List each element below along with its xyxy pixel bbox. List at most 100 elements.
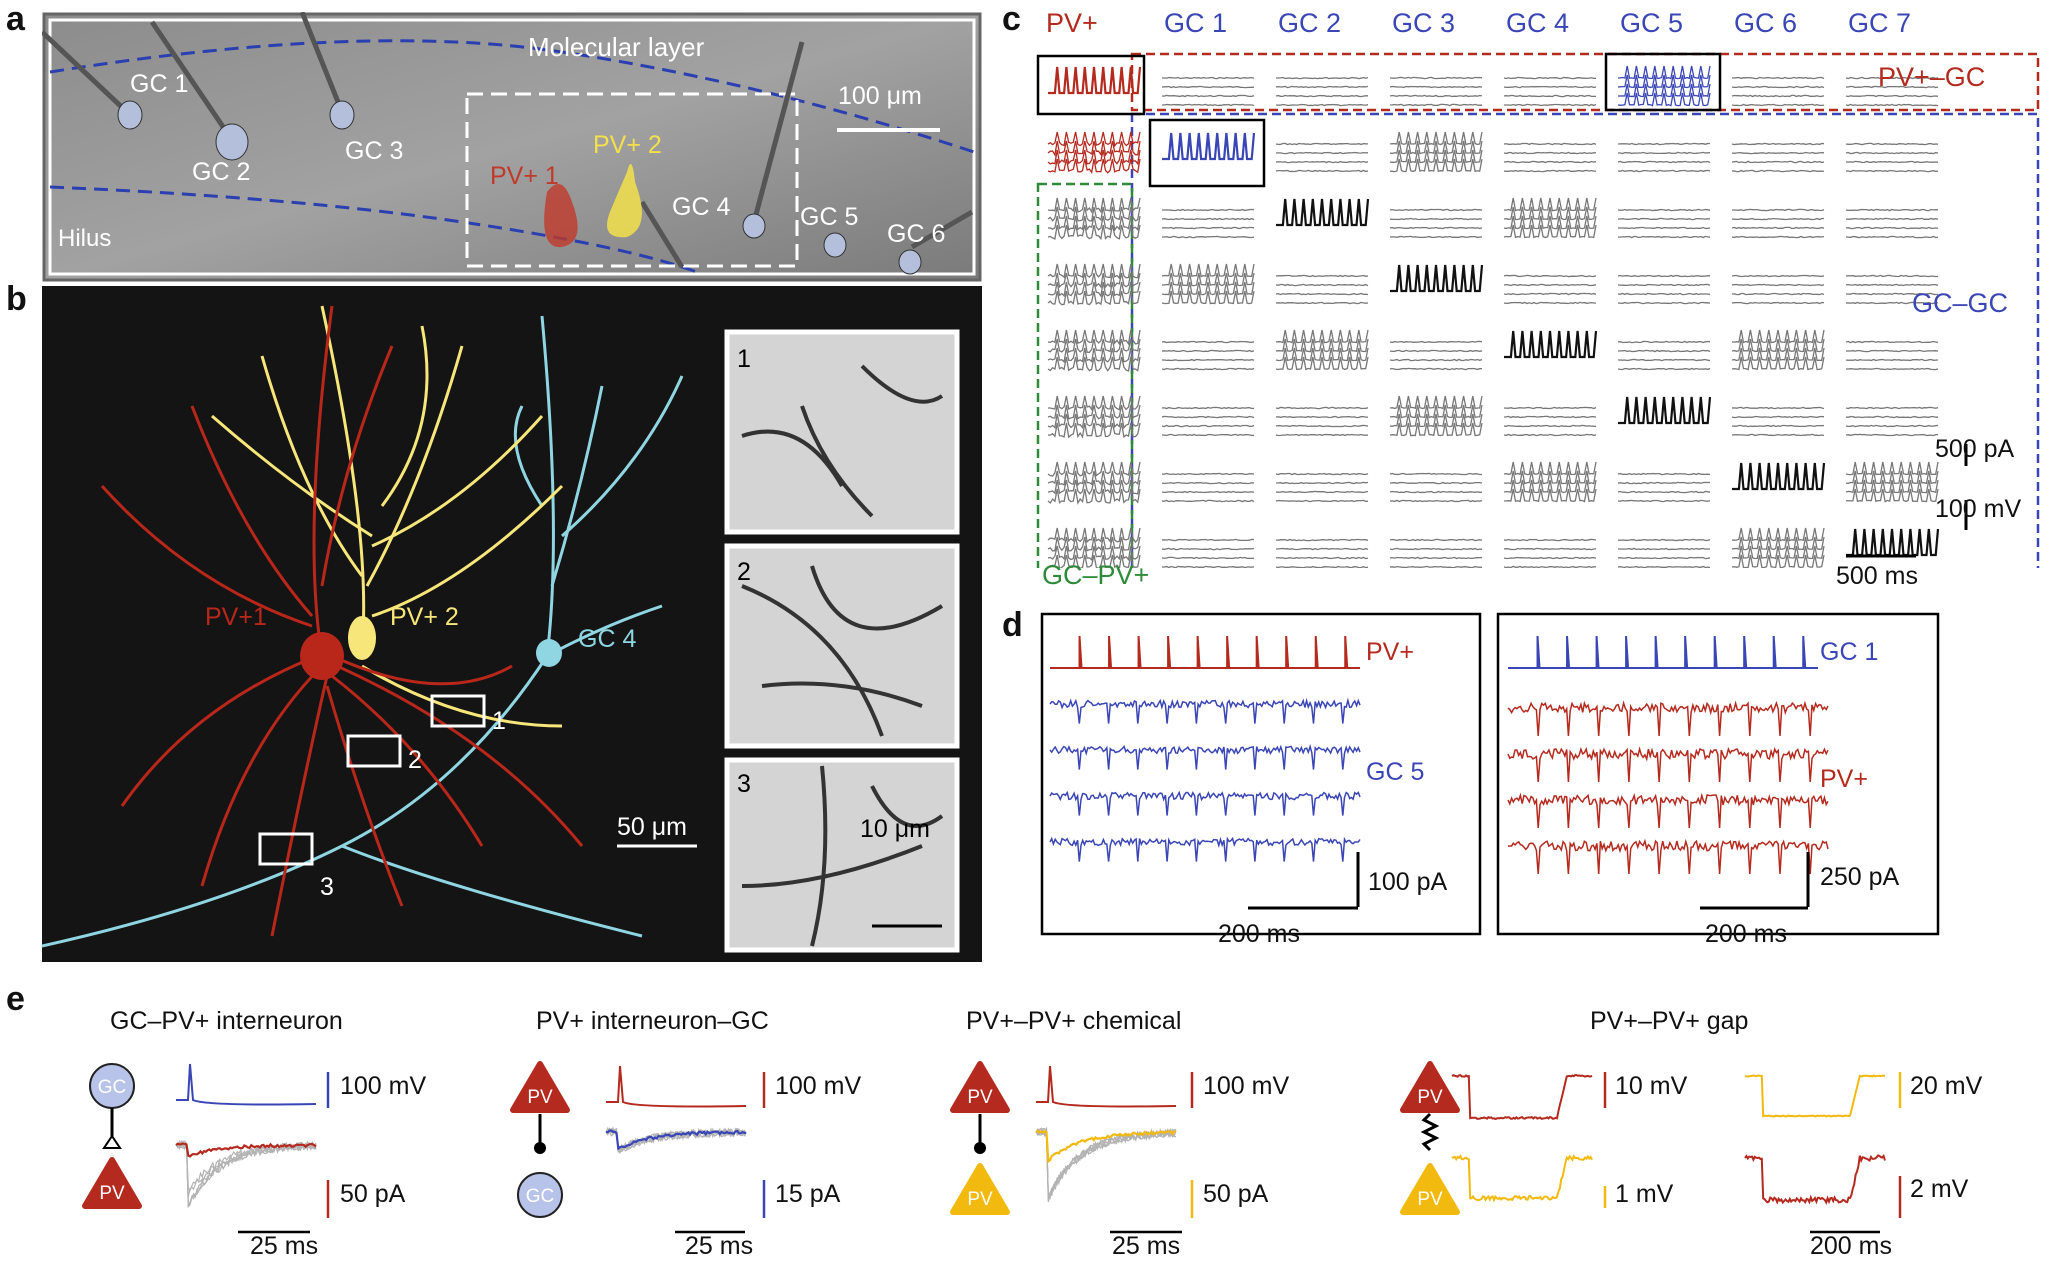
roi-box-3 (258, 832, 314, 866)
trace-r3-c4 (1503, 274, 1597, 305)
pv2-label: PV+ 2 (593, 131, 662, 159)
d-left-post-trace-1 (1049, 743, 1361, 770)
panel-b-reconstruction (42, 286, 982, 962)
d-left-post-trace-0 (1049, 697, 1361, 724)
column-header-0: PV+ (1046, 8, 1098, 38)
e4-trace-3 (1744, 1074, 1886, 1118)
trace-r2-c2 (1276, 198, 1370, 227)
d-right-post-trace-0 (1507, 700, 1829, 737)
trace-r7-c7 (1846, 528, 1940, 557)
panel-c-label: c (1002, 0, 1021, 38)
inset-2 (724, 543, 960, 749)
e2-voltage-scale: 100 mV (775, 1072, 862, 1100)
gc4-soma (742, 213, 766, 239)
e4-time-scale: 200 ms (1810, 1232, 1892, 1260)
panel-c-connectivity-matrix (1036, 52, 2040, 568)
d-right-time-scale: 200 ms (1705, 920, 1787, 948)
e3-time-scale: 25 ms (1112, 1232, 1181, 1260)
trace-r0-c4 (1503, 76, 1597, 107)
trace-r1-c3 (1389, 131, 1483, 173)
trace-r2-c5 (1617, 208, 1711, 239)
inset-1 (724, 329, 960, 535)
trace-r1-c2 (1275, 142, 1369, 173)
trace-r3-c0 (1047, 263, 1141, 306)
e4-gap-junction (1420, 1112, 1440, 1152)
roi-3-label: 3 (320, 873, 334, 901)
trace-r6-c3 (1389, 472, 1483, 503)
column-header-4: GC 4 (1506, 8, 1570, 38)
trace-r2-c7 (1845, 208, 1939, 239)
trace-r2-c6 (1731, 208, 1825, 239)
molecular-layer-label: Molecular layer (528, 32, 705, 62)
d-left-pre-trace (1050, 635, 1360, 669)
roi-2-label: 2 (408, 746, 422, 774)
inset-3 (724, 757, 960, 953)
inset-1-label: 1 (737, 345, 751, 373)
trace-r6-c2 (1275, 472, 1369, 503)
pv1-label: PV+ 1 (490, 162, 559, 190)
trace-r4-c5 (1617, 340, 1711, 371)
gc-pv-box (1036, 182, 1134, 568)
inset-3-label: 3 (737, 770, 751, 798)
trace-r2-c0 (1047, 197, 1141, 241)
column-header-3: GC 3 (1392, 8, 1456, 38)
d-left-post-label: GC 5 (1366, 758, 1425, 786)
trace-r7-c0 (1047, 527, 1141, 568)
trace-r4-c1 (1161, 340, 1255, 371)
trace-r6-c0 (1047, 461, 1141, 505)
e1-current-trace (175, 1142, 317, 1158)
trace-r4-c3 (1389, 340, 1483, 371)
e3-current-scale: 50 pA (1203, 1180, 1269, 1208)
e3-voltage-trace (1036, 1065, 1177, 1108)
d-right-post-trace-1 (1507, 746, 1829, 783)
e2-current-trace (605, 1129, 747, 1151)
trace-r2-c3 (1389, 208, 1483, 239)
e2-pv-node-text: PV (527, 1087, 553, 1108)
trace-r7-c4 (1503, 538, 1597, 568)
hilus-label: Hilus (58, 225, 112, 252)
trace-r1-c7 (1845, 142, 1939, 173)
gc3-soma (329, 100, 355, 130)
column-header-2: GC 2 (1278, 8, 1342, 38)
e3-grey-4 (1035, 1127, 1177, 1199)
inset-2-label: 2 (737, 558, 751, 586)
c-scale-time: 500 ms (1836, 562, 1918, 590)
e4-pv-node (1400, 1061, 1460, 1113)
trace-r3-c1 (1161, 263, 1255, 305)
e4-trace-1 (1451, 1073, 1593, 1121)
e4-v2-scale: 1 mV (1615, 1180, 1674, 1208)
trace-r6-c4 (1503, 461, 1597, 503)
e1-voltage-trace (176, 1063, 317, 1106)
e1-current-scale: 50 pA (340, 1180, 406, 1208)
e2-voltage-trace (606, 1065, 747, 1108)
e1-voltage-scale: 100 mV (340, 1072, 427, 1100)
trace-r6-c5 (1617, 472, 1711, 503)
trace-r5-c0 (1047, 395, 1141, 439)
trace-r1-c6 (1731, 142, 1825, 173)
panel-a-scale-label: 100 μm (838, 82, 922, 110)
highlight-gc1 (1148, 118, 1266, 188)
c-scale-voltage: 100 mV (1935, 495, 2022, 523)
trace-r1-c0 (1047, 131, 1141, 174)
d-left-post-trace-3 (1049, 836, 1361, 862)
gc5-label: GC 5 (800, 203, 859, 231)
panel-a-micrograph (42, 12, 982, 282)
panel-d-label: d (1002, 606, 1023, 644)
trace-r5-c7 (1845, 406, 1939, 437)
trace-r0-c5 (1617, 65, 1711, 107)
trace-r5-c1 (1161, 406, 1255, 437)
e4-title: PV+–PV+ gap (1590, 1007, 1749, 1035)
column-header-7: GC 7 (1848, 8, 1912, 38)
e3-pv2-node-text: PV (967, 1189, 993, 1210)
trace-r5-c3 (1389, 395, 1483, 437)
trace-r5-c6 (1731, 406, 1825, 437)
trace-r2-c1 (1161, 208, 1255, 239)
gc1-label: GC 1 (130, 70, 189, 98)
trace-r3-c6 (1731, 274, 1825, 305)
e2-gc-node (517, 1172, 563, 1218)
e4-pv2-node-text: PV (1417, 1189, 1443, 1210)
gc2-label: GC 2 (192, 158, 251, 186)
e2-title: PV+ interneuron–GC (536, 1007, 769, 1035)
panel-b-scale-label: 50 μm (617, 813, 687, 841)
e2-gc-node-text: GC (526, 1186, 555, 1207)
